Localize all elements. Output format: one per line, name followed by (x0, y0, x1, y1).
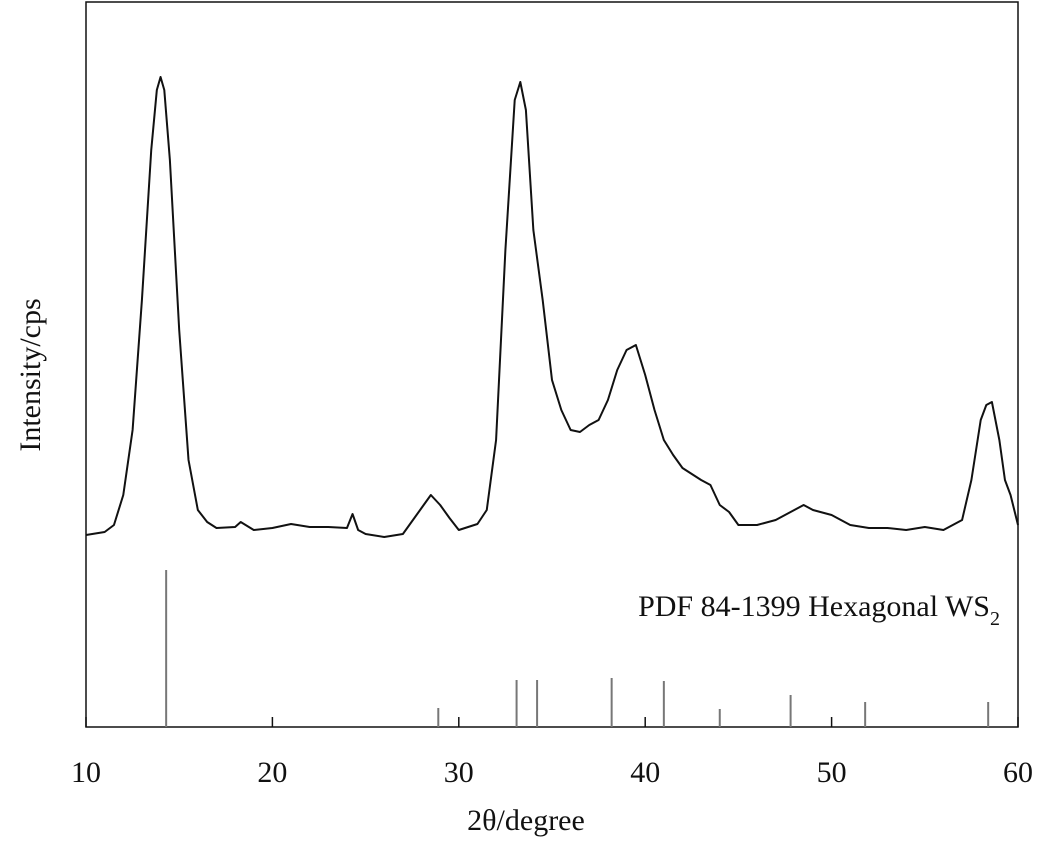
x-tick-label: 60 (1003, 756, 1033, 789)
xrd-pattern (86, 77, 1018, 537)
annotation-subscript: 2 (990, 608, 1000, 630)
y-axis-label: Intensity/cps (14, 298, 47, 451)
x-tick-label: 10 (71, 756, 101, 789)
chart: 2θ/degree Intensity/cps PDF 84-1399 Hexa… (0, 0, 1048, 852)
x-axis-label: 2θ/degree (467, 804, 585, 837)
x-tick-label: 50 (817, 756, 847, 789)
x-tick-label: 30 (444, 756, 474, 789)
x-tick-label: 40 (630, 756, 660, 789)
annotation-text: PDF 84-1399 Hexagonal WS (638, 590, 990, 623)
annotation: PDF 84-1399 Hexagonal WS2 (638, 590, 1000, 630)
x-tick-label: 20 (257, 756, 287, 789)
